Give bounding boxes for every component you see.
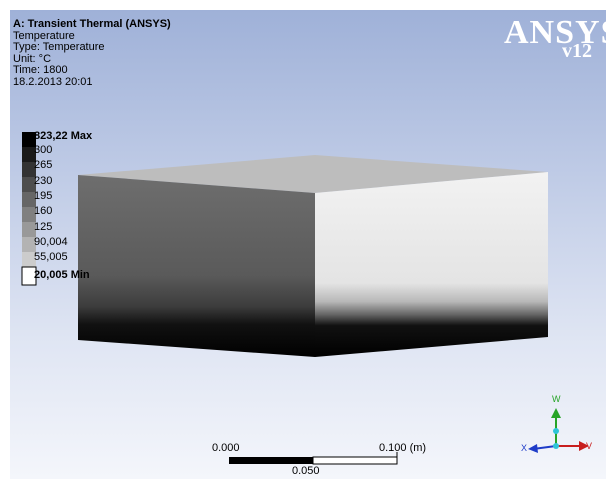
model-top-face (78, 155, 548, 193)
legend-label-min: 20,005 Min (34, 269, 90, 281)
legend-swatch-3 (22, 177, 36, 192)
legend-swatch-0 (22, 132, 36, 147)
legend-swatch-8 (22, 252, 36, 267)
result-title-block: A: Transient Thermal (ANSYS) Temperature… (13, 18, 171, 89)
model-left-face (78, 175, 315, 357)
3d-model[interactable] (78, 155, 548, 357)
legend-label: 230 (34, 175, 53, 187)
scale-bar-left-label: 0.000 (212, 442, 240, 454)
legend-label-max: 823,22 Max (34, 130, 93, 142)
version-label: v12 (562, 40, 592, 62)
legend-label: 55,005 (34, 251, 68, 263)
triad-v-label: V (586, 441, 593, 451)
triad-origin (553, 443, 559, 449)
triad-v-arrow (579, 441, 589, 451)
result-name: Temperature (13, 29, 75, 42)
legend-swatch-5 (22, 207, 36, 222)
legend-label: 265 (34, 159, 53, 171)
legend-label: 195 (34, 190, 53, 202)
legend-label: 160 (34, 205, 53, 217)
result-date: 18.2.2013 20:01 (13, 75, 93, 88)
legend-swatch-7 (22, 237, 36, 252)
legend-label: 125 (34, 221, 53, 233)
legend-swatch-9 (21, 266, 37, 286)
triad-x-label: X (521, 443, 528, 453)
triad-x-arrow (528, 444, 538, 453)
logo-text: ANSYS (504, 14, 606, 51)
triad-w-arrow (551, 408, 561, 418)
legend-label: 90,004 (34, 236, 68, 248)
ansys-logo: ANSYS (504, 14, 606, 52)
legend-label: 300 (34, 144, 53, 156)
model-right-face (315, 172, 548, 357)
analysis-title: A: Transient Thermal (ANSYS) (13, 18, 171, 30)
triad-iso-ball[interactable] (553, 428, 559, 434)
legend-swatch-2 (22, 162, 36, 177)
scale-bar-light-segment (312, 456, 398, 465)
scale-bar (229, 452, 398, 465)
scale-bar-mid-label: 0.050 (292, 465, 320, 477)
scale-bar-right-label: 0.100 (m) (379, 442, 427, 454)
result-type: Type: Temperature (13, 41, 105, 54)
scale-bar-dark-segment (229, 457, 313, 464)
triad-w-label: W (552, 394, 561, 404)
result-unit: Unit: °C (13, 52, 52, 65)
legend-color-bar (21, 132, 37, 286)
result-time: Time: 1800 (13, 64, 68, 77)
legend-swatch-1 (22, 147, 36, 162)
coordinate-triad[interactable] (528, 408, 589, 453)
legend-swatch-4 (22, 192, 36, 207)
legend-swatch-6 (22, 222, 36, 237)
